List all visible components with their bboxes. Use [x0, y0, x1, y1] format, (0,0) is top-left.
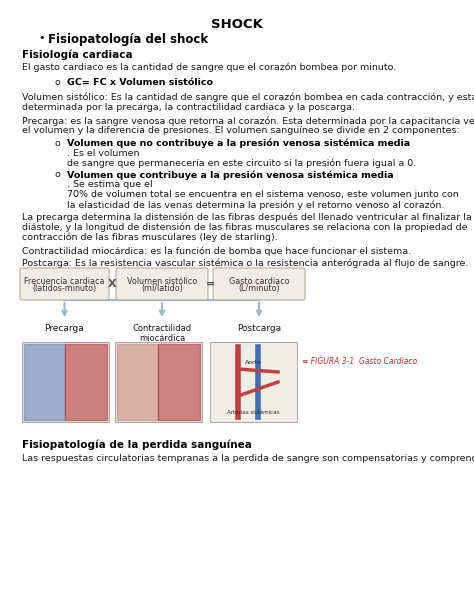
Text: o: o	[55, 170, 61, 179]
Text: Volumen sistólico: Volumen sistólico	[127, 276, 197, 286]
Text: o: o	[55, 78, 61, 87]
Text: 70% de volumen total se encuentra en el sistema venoso, este volumen junto con: 70% de volumen total se encuentra en el …	[67, 190, 459, 199]
Text: La precarga determina la distensión de las fibras después del llenado ventricula: La precarga determina la distensión de l…	[22, 213, 472, 223]
Text: Volumen que no contribuye a la presión venosa sistémica media: Volumen que no contribuye a la presión v…	[67, 139, 410, 148]
Bar	[22, 342, 109, 422]
Text: •: •	[38, 33, 45, 43]
Text: la elasticidad de las venas determina la presión y el retorno venoso al corazón.: la elasticidad de las venas determina la…	[67, 200, 444, 210]
Text: Fisiopatología del shock: Fisiopatología del shock	[48, 33, 208, 46]
Text: . Es el volumen: . Es el volumen	[67, 149, 139, 158]
Text: Contractilidad miocárdica: es la función de bomba que hace funcionar el sistema.: Contractilidad miocárdica: es la función…	[22, 246, 411, 256]
Text: Fisiopatología de la perdida sanguínea: Fisiopatología de la perdida sanguínea	[22, 440, 252, 451]
Text: Aorta: Aorta	[245, 359, 262, 365]
Text: contracción de las fibras musculares (ley de starling).: contracción de las fibras musculares (le…	[22, 233, 278, 243]
Polygon shape	[117, 344, 158, 420]
Text: Gasto cardiaco: Gasto cardiaco	[228, 276, 289, 286]
Text: o: o	[55, 139, 61, 148]
Text: Postcarga: Postcarga	[237, 324, 281, 333]
Polygon shape	[65, 344, 107, 420]
Text: El gasto cardiaco es la cantidad de sangre que el corazón bombea por minuto.: El gasto cardiaco es la cantidad de sang…	[22, 63, 396, 72]
Text: Postcarga: Es la resistencia vascular sistémica o la resistencia anterógrada al : Postcarga: Es la resistencia vascular si…	[22, 258, 468, 267]
Text: diástole, y la longitud de distensión de las fibras musculares se relaciona con : diástole, y la longitud de distensión de…	[22, 223, 467, 232]
Text: determinada por la precarga, la contractilidad cardiaca y la poscarga.: determinada por la precarga, la contract…	[22, 103, 355, 112]
Text: Arterias sistémicas: Arterias sistémicas	[227, 409, 279, 414]
Text: X: X	[108, 279, 117, 289]
Bar	[210, 342, 297, 422]
Bar	[115, 342, 202, 422]
Polygon shape	[24, 344, 65, 420]
Text: Frecuencia cardiaca: Frecuencia cardiaca	[24, 276, 105, 286]
Text: el volumen y la diferencia de presiones. El volumen sanguíneo se divide en 2 com: el volumen y la diferencia de presiones.…	[22, 126, 460, 135]
Text: GC= FC x Volumen sistólico: GC= FC x Volumen sistólico	[67, 78, 213, 87]
Text: Fisiología cardiaca: Fisiología cardiaca	[22, 50, 133, 61]
FancyBboxPatch shape	[20, 268, 109, 300]
FancyBboxPatch shape	[116, 268, 208, 300]
Polygon shape	[158, 344, 200, 420]
Text: de sangre que permanecería en este circuito si la presión fuera igual a 0.: de sangre que permanecería en este circu…	[67, 159, 416, 169]
Text: Volumen que contribuye a la presión venosa sistémica media: Volumen que contribuye a la presión veno…	[67, 170, 393, 180]
Text: Contractilidad
miocárdica: Contractilidad miocárdica	[132, 324, 191, 343]
Text: =: =	[206, 279, 215, 289]
Text: . Se estima que el: . Se estima que el	[67, 180, 153, 189]
Text: Volumen sistólico: Es la cantidad de sangre que el corazón bombea en cada contra: Volumen sistólico: Es la cantidad de san…	[22, 93, 474, 102]
Text: Las respuestas circulatorias tempranas a la perdida de sangre son compensatorias: Las respuestas circulatorias tempranas a…	[22, 454, 474, 463]
Text: (latidos-minuto): (latidos-minuto)	[32, 283, 97, 292]
Text: ≡ FIGURA 3-1  Gasto Cardiaco.: ≡ FIGURA 3-1 Gasto Cardiaco.	[302, 357, 419, 366]
Text: Precarga: es la sangre venosa que retorna al corazón. Esta determinada por la ca: Precarga: es la sangre venosa que retorn…	[22, 116, 474, 126]
Text: (ml/latido): (ml/latido)	[141, 283, 183, 292]
FancyBboxPatch shape	[213, 268, 305, 300]
Text: SHOCK: SHOCK	[211, 18, 263, 31]
Text: Precarga: Precarga	[45, 324, 84, 333]
Text: (L/minuto): (L/minuto)	[238, 283, 280, 292]
